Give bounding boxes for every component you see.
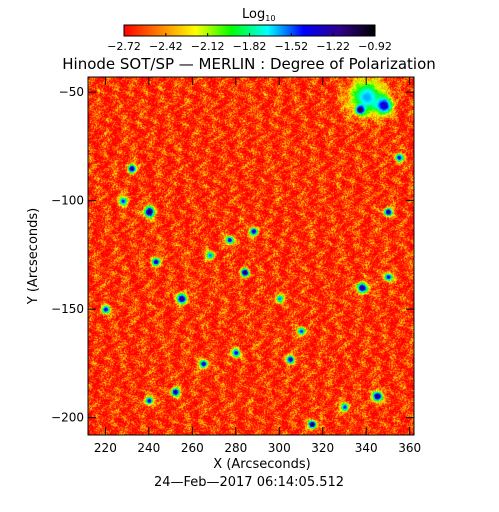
colorbar-label: Log10 — [242, 7, 275, 23]
y-axis: −50 −100 −150 −200 — [51, 85, 414, 425]
x-tick-label: 280 — [224, 441, 247, 455]
x-tick-label: 320 — [311, 441, 334, 455]
x-axis-label: X (Arcseconds) — [213, 457, 310, 472]
colorbar-tick-label: −2.12 — [191, 40, 225, 53]
y-axis-label: Y (Arcseconds) — [26, 208, 41, 305]
observation-timestamp: 24—Feb—2017 06:14:05.512 — [154, 475, 344, 490]
y-tick-label: −50 — [59, 85, 84, 99]
colorbar-label-sub: 10 — [265, 14, 275, 23]
x-tick-label: 340 — [355, 441, 378, 455]
colorbar: Log10 −2.72 −2.42 −2.12 −1.82 −1.52 −1.22 −0.9… — [107, 7, 392, 53]
x-tick-label: 240 — [137, 441, 160, 455]
colorbar-tick-label: −2.42 — [149, 40, 183, 53]
colorbar-tick-label: −0.92 — [358, 40, 392, 53]
colorbar-tick-label: −2.72 — [107, 40, 141, 53]
x-tick-label: 300 — [268, 441, 291, 455]
colorbar-tick-label: −1.52 — [274, 40, 308, 53]
y-tick-label: −200 — [51, 411, 84, 425]
x-tick-label: 260 — [181, 441, 204, 455]
x-axis: 220 240 260 280 300 320 340 360 — [94, 77, 421, 455]
colorbar-ticks: −2.72 −2.42 −2.12 −1.82 −1.52 −1.22 −0.92 — [107, 33, 392, 53]
colorbar-label-base: Log — [242, 7, 265, 22]
chart-title: Hinode SOT/SP — MERLIN : Degree of Polar… — [62, 55, 436, 73]
x-tick-label: 360 — [398, 441, 421, 455]
colorbar-tick-label: −1.22 — [316, 40, 350, 53]
heatmap-image — [88, 77, 414, 435]
y-tick-label: −150 — [51, 302, 84, 316]
y-tick-label: −100 — [51, 194, 84, 208]
colorbar-tick-label: −1.82 — [233, 40, 267, 53]
plot-frame — [87, 76, 415, 436]
x-tick-label: 220 — [94, 441, 117, 455]
